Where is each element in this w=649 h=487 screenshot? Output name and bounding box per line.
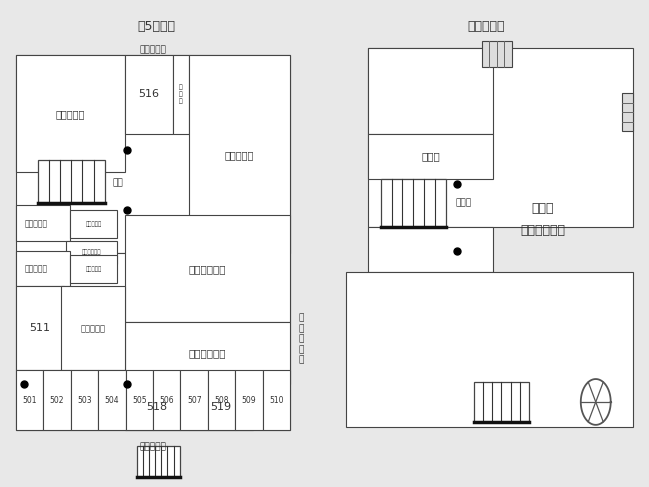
Bar — [66, 241, 117, 263]
Bar — [173, 55, 189, 134]
Text: 調理実習室: 調理実習室 — [225, 150, 254, 160]
Text: 階　段: 階 段 — [456, 198, 472, 207]
Text: 509: 509 — [241, 395, 256, 405]
Bar — [482, 40, 511, 67]
Bar — [368, 48, 633, 227]
Text: 501: 501 — [22, 395, 37, 405]
Text: パソコン室: パソコン室 — [56, 109, 85, 119]
Bar — [236, 370, 263, 430]
Bar — [180, 370, 208, 430]
Bar — [189, 384, 253, 430]
Bar — [368, 227, 493, 272]
Text: 504: 504 — [104, 395, 119, 405]
Bar — [71, 370, 98, 430]
Bar — [16, 253, 290, 430]
Bar — [125, 384, 189, 430]
Bar — [16, 55, 290, 253]
Text: ゴミ収集所: ゴミ収集所 — [86, 221, 102, 227]
Bar — [61, 286, 125, 370]
Text: 女子トイレ: 女子トイレ — [25, 219, 47, 228]
Text: 倉　庫: 倉 庫 — [421, 151, 440, 162]
Bar — [368, 48, 493, 134]
Text: バルコニー: バルコニー — [140, 442, 166, 451]
Bar — [16, 55, 125, 172]
Text: 505: 505 — [132, 395, 147, 405]
Bar — [125, 322, 290, 384]
Text: 519: 519 — [210, 402, 231, 412]
Bar — [125, 215, 290, 322]
Text: （5　階）: （5 階） — [137, 20, 175, 33]
Bar — [126, 370, 153, 430]
Bar — [16, 206, 70, 241]
Text: （屋　上）: （屋 上） — [468, 20, 506, 33]
Text: 音楽室（左）: 音楽室（左） — [189, 264, 227, 274]
Bar — [380, 179, 446, 227]
Text: 502: 502 — [50, 395, 64, 405]
Bar — [263, 370, 290, 430]
Bar — [70, 255, 117, 282]
Bar — [98, 370, 126, 430]
Bar — [125, 55, 173, 134]
Text: 503: 503 — [77, 395, 92, 405]
Text: バ
ル
コ
ニ
ー: バ ル コ ニ ー — [299, 314, 304, 364]
Text: 518: 518 — [146, 402, 167, 412]
Bar — [622, 93, 633, 131]
Text: 508: 508 — [214, 395, 229, 405]
Bar — [43, 370, 71, 430]
Text: 実習指導室: 実習指導室 — [80, 324, 105, 333]
Bar — [208, 370, 236, 430]
Text: 階段: 階段 — [112, 178, 123, 187]
Text: 音楽室（右）: 音楽室（右） — [189, 348, 227, 358]
Bar — [16, 286, 64, 370]
Text: ゴミ収集所: ゴミ収集所 — [86, 266, 102, 272]
Text: 屋　上
（立入禁止）: 屋 上 （立入禁止） — [520, 202, 565, 237]
Text: 516: 516 — [138, 89, 160, 99]
Text: 511: 511 — [29, 323, 51, 334]
Bar — [38, 160, 104, 203]
Bar — [189, 55, 290, 253]
Bar — [368, 134, 493, 179]
Bar — [16, 251, 70, 286]
Text: エレベーター: エレベーター — [82, 250, 101, 255]
Text: バルコニー: バルコニー — [140, 46, 166, 55]
Bar — [16, 370, 43, 430]
Text: 男子トイレ: 男子トイレ — [25, 264, 47, 273]
Bar — [474, 382, 529, 422]
Bar — [153, 370, 180, 430]
Text: 506: 506 — [160, 395, 174, 405]
Bar — [70, 210, 117, 238]
Text: 準
備
室: 準 備 室 — [179, 84, 183, 104]
Text: 510: 510 — [269, 395, 284, 405]
Bar — [138, 446, 180, 477]
Bar — [347, 272, 633, 427]
Text: 507: 507 — [187, 395, 201, 405]
